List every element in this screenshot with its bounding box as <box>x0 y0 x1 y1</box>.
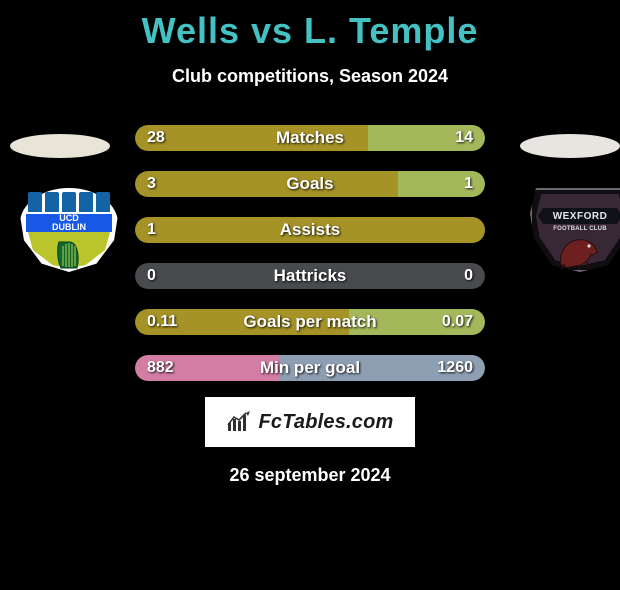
ucd-castle-top <box>28 192 110 212</box>
stat-row-left-fill <box>135 355 279 381</box>
right-ellipse-decor <box>520 134 620 158</box>
stat-row-left-fill <box>135 217 485 243</box>
stat-row: 00Hattricks <box>135 263 485 289</box>
stat-row-right-fill <box>368 125 485 151</box>
wexford-banner: WEXFORD <box>534 208 620 224</box>
page-subtitle: Club competitions, Season 2024 <box>0 66 620 87</box>
ucd-band-bottom: DUBLIN <box>26 223 112 232</box>
left-ellipse-decor <box>10 134 110 158</box>
comparison-infographic: Wells vs L. Temple Club competitions, Se… <box>0 10 620 590</box>
infographic-date: 26 september 2024 <box>0 465 620 486</box>
stat-row-left-fill <box>135 309 349 335</box>
stat-row-right-fill <box>349 309 485 335</box>
stat-row-right-fill <box>279 355 485 381</box>
stat-row-right-fill <box>398 171 486 197</box>
stat-row: 31Goals <box>135 171 485 197</box>
ucd-name-band: UCD DUBLIN <box>26 214 112 232</box>
stat-row: 8821260Min per goal <box>135 355 485 381</box>
harp-icon <box>55 240 83 270</box>
chart-logo-icon <box>226 411 252 433</box>
stat-row: 0.110.07Goals per match <box>135 309 485 335</box>
watermark-text: FcTables.com <box>258 411 393 434</box>
stat-row: 1Assists <box>135 217 485 243</box>
stat-row: 2814Matches <box>135 125 485 151</box>
page-title: Wells vs L. Temple <box>0 10 620 52</box>
ucd-shield: UCD DUBLIN <box>20 188 118 272</box>
stat-row-left-fill <box>135 171 398 197</box>
wexford-shield: WEXFORD FOOTBALL CLUB <box>530 188 620 272</box>
watermark-box: FcTables.com <box>205 397 415 447</box>
lion-icon <box>555 234 601 270</box>
wexford-subtext: FOOTBALL CLUB <box>530 226 620 232</box>
stat-rows: 2814Matches 31Goals 1Assists 00Hattricks 0.1… <box>135 125 485 381</box>
stat-row-left-fill <box>135 125 368 151</box>
club-badge-left: UCD DUBLIN <box>20 188 120 272</box>
club-badge-right: WEXFORD FOOTBALL CLUB <box>530 188 620 272</box>
stat-row-track <box>135 263 485 289</box>
